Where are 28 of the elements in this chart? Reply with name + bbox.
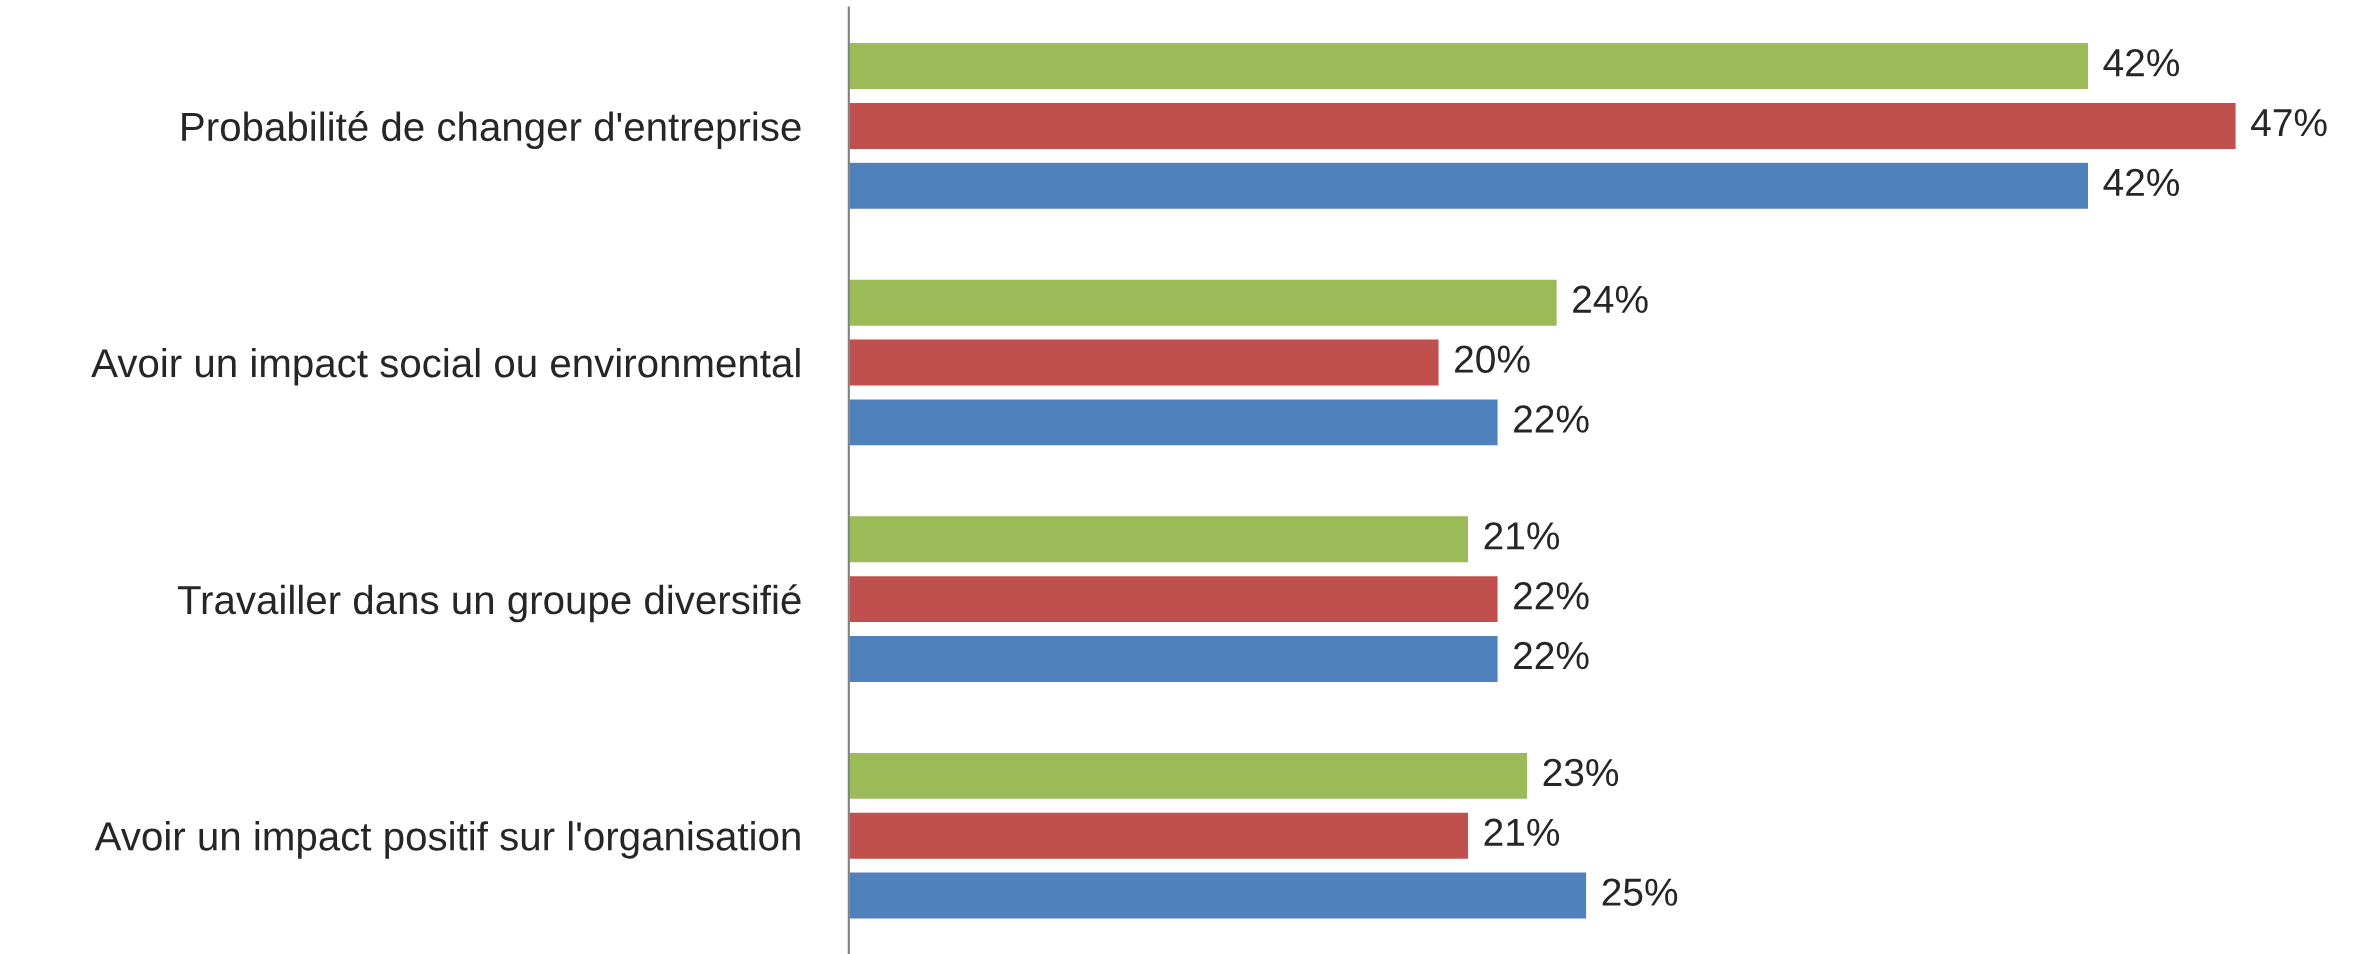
bar: [848, 161, 2090, 211]
bar: [848, 574, 1499, 624]
data-label: 24%: [1573, 285, 1648, 313]
y-tick-label: Avoir un impact positif sur l'organisation: [94, 821, 800, 859]
bar: [848, 871, 1588, 920]
data-label: 21%: [1484, 818, 1560, 846]
bar: [848, 398, 1499, 447]
data-label: 20%: [1455, 345, 1530, 373]
bar: [848, 751, 1529, 801]
data-label: 23%: [1543, 758, 1619, 787]
y-tick-label: Travailler dans un groupe diversifié: [177, 584, 801, 623]
data-label: 42%: [2103, 48, 2180, 77]
data-label: 22%: [1514, 405, 1589, 433]
data-label: 47%: [2251, 109, 2327, 137]
data-label: 22%: [1514, 582, 1589, 610]
bar: [848, 514, 1470, 564]
bar: [848, 634, 1499, 684]
bar: [848, 811, 1470, 861]
bar: [848, 338, 1440, 387]
y-tick-label: Probabilité de changer d'entreprise: [182, 111, 801, 150]
data-label: 22%: [1514, 641, 1589, 670]
data-label: 42%: [2103, 168, 2180, 197]
bar: [848, 278, 1559, 328]
data-label: 25%: [1602, 878, 1678, 906]
y-tick-label: Avoir un impact social ou environmental: [91, 347, 800, 386]
bar: [848, 41, 2090, 91]
bar: [848, 101, 2237, 151]
data-label: 21%: [1484, 522, 1560, 550]
